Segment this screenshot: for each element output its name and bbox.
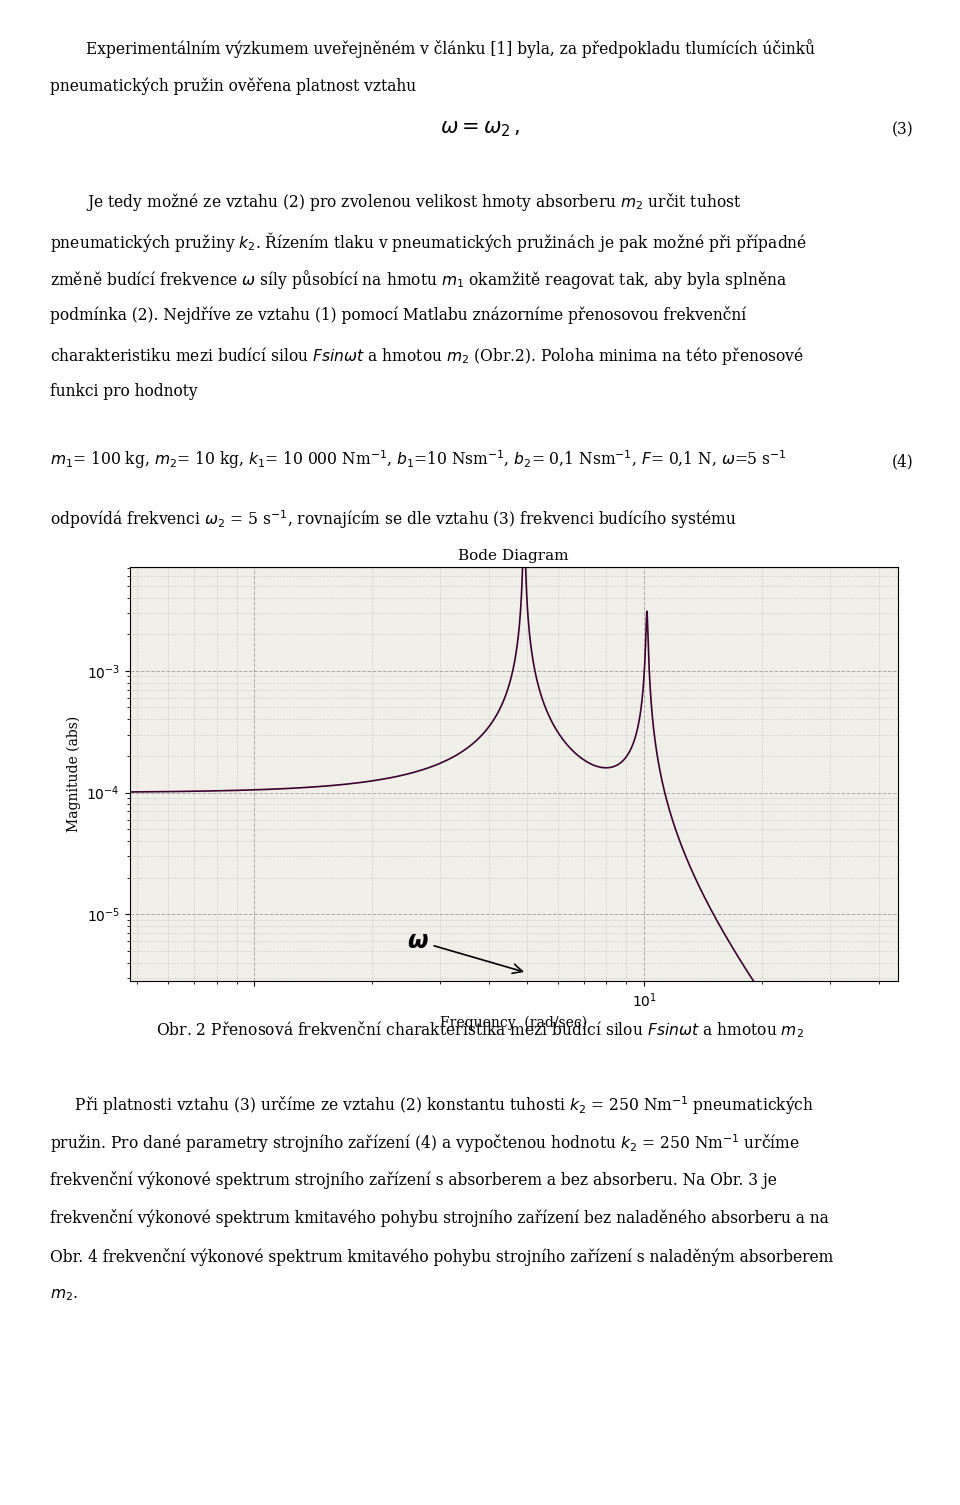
Text: $m_2$.: $m_2$. [50,1285,78,1303]
Text: Obr. 2 Přenosová frekvenční charakteristika mezi budící silou $Fsin\omega t$ a h: Obr. 2 Přenosová frekvenční charakterist… [156,1019,804,1040]
Text: Při platnosti vztahu (3) určíme ze vztahu (2) konstantu tuhosti $k_2$ = 250 Nm$^: Při platnosti vztahu (3) určíme ze vztah… [50,1094,814,1117]
Text: Je tedy možné ze vztahu (2) pro zvolenou velikost hmoty absorberu $m_2$ určit tu: Je tedy možné ze vztahu (2) pro zvolenou… [86,191,742,214]
Text: $\omega = \omega_2\,,$: $\omega = \omega_2\,,$ [440,119,520,140]
Text: změně budící frekvence $\omega$ síly působící na hmotu $m_1$ okamžitě reagovat t: změně budící frekvence $\omega$ síly půs… [50,268,787,290]
X-axis label: Frequency  (rad/sec): Frequency (rad/sec) [440,1016,588,1029]
Text: odpovídá frekvenci $\omega_2$ = 5 s$^{-1}$, rovnajícím se dle vztahu (3) frekven: odpovídá frekvenci $\omega_2$ = 5 s$^{-1… [50,509,736,531]
Text: $m_1$= 100 kg, $m_2$= 10 kg, $k_1$= 10 000 Nm$^{-1}$, $b_1$=10 Nsm$^{-1}$, $b_2$: $m_1$= 100 kg, $m_2$= 10 kg, $k_1$= 10 0… [50,448,787,471]
Text: funkci pro hodnoty: funkci pro hodnoty [50,382,198,400]
Text: pružin. Pro dané parametry strojního zařízení (4) a vypočtenou hodnotu $k_2$ = 2: pružin. Pro dané parametry strojního zař… [50,1133,800,1156]
Text: (3): (3) [892,120,914,138]
Title: Bode Diagram: Bode Diagram [458,549,569,563]
Text: Experimentálním výzkumem uveřejněném v článku [1] byla, za předpokladu tlumících: Experimentálním výzkumem uveřejněném v č… [86,39,815,59]
Text: pneumatických pružiny $k_2$. Řízením tlaku v pneumatických pružinách je pak možn: pneumatických pružiny $k_2$. Řízením tla… [50,229,807,253]
Text: pneumatických pružin ověřena platnost vztahu: pneumatických pružin ověřena platnost vz… [50,77,416,95]
Text: frekvenční výkonové spektrum kmitavého pohybu strojního zařízení bez naladěného : frekvenční výkonové spektrum kmitavého p… [50,1210,828,1227]
Text: $\boldsymbol{\omega}$: $\boldsymbol{\omega}$ [407,930,522,974]
Text: charakteristiku mezi budící silou $Fsin\omega t$ a hmotou $m_2$ (Obr.2). Poloha : charakteristiku mezi budící silou $Fsin\… [50,345,804,367]
Text: frekvenční výkonové spektrum strojního zařízení s absorberem a bez absorberu. Na: frekvenční výkonové spektrum strojního z… [50,1171,777,1189]
Y-axis label: Magnitude (abs): Magnitude (abs) [66,716,81,832]
Text: (4): (4) [892,453,914,471]
Text: podmínka (2). Nejdříve ze vztahu (1) pomocí Matlabu znázorníme přenosovou frekve: podmínka (2). Nejdříve ze vztahu (1) pom… [50,306,746,324]
Text: Obr. 4 frekvenční výkonové spektrum kmitavého pohybu strojního zařízení s naladě: Obr. 4 frekvenční výkonové spektrum kmit… [50,1248,833,1266]
